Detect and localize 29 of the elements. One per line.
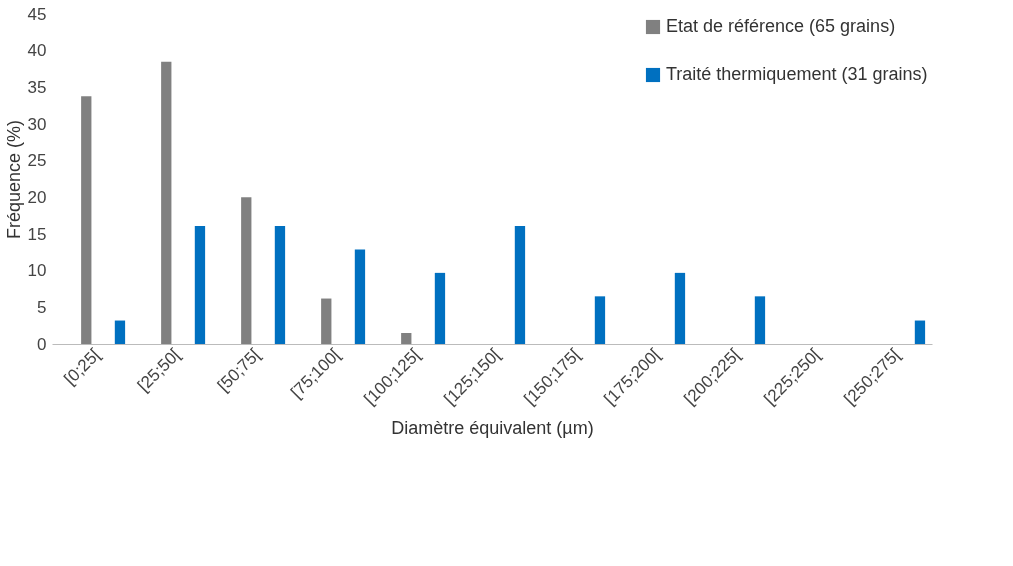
bar	[674, 272, 686, 344]
bar	[514, 225, 526, 344]
y-tick-label: 30	[27, 114, 47, 134]
bar	[354, 249, 366, 344]
bar	[194, 225, 206, 344]
bar	[114, 320, 126, 344]
bar	[81, 96, 92, 344]
bar	[754, 296, 766, 344]
y-tick-label: 25	[27, 151, 47, 171]
y-tick-label: 0	[37, 334, 47, 354]
y-tick-label: 40	[27, 41, 47, 61]
bar	[161, 61, 172, 344]
bar	[594, 296, 606, 344]
bar	[241, 197, 252, 344]
legend-label: Traité thermiquement (31 grains)	[666, 64, 928, 84]
bar	[321, 298, 332, 344]
y-tick-label: 15	[27, 224, 47, 244]
y-tick-label: 45	[27, 4, 47, 24]
x-axis-title: Diamètre équivalent (µm)	[391, 417, 594, 438]
bar	[274, 225, 286, 344]
bar	[401, 333, 412, 344]
bar	[914, 320, 926, 344]
y-tick-label: 35	[27, 77, 47, 97]
bar	[434, 272, 446, 344]
y-tick-label: 20	[27, 187, 47, 207]
y-tick-label: 10	[27, 261, 47, 281]
y-tick-label: 5	[37, 297, 47, 317]
y-axis-title: Fréquence (%)	[3, 119, 24, 240]
legend-label: Etat de référence (65 grains)	[666, 16, 896, 36]
